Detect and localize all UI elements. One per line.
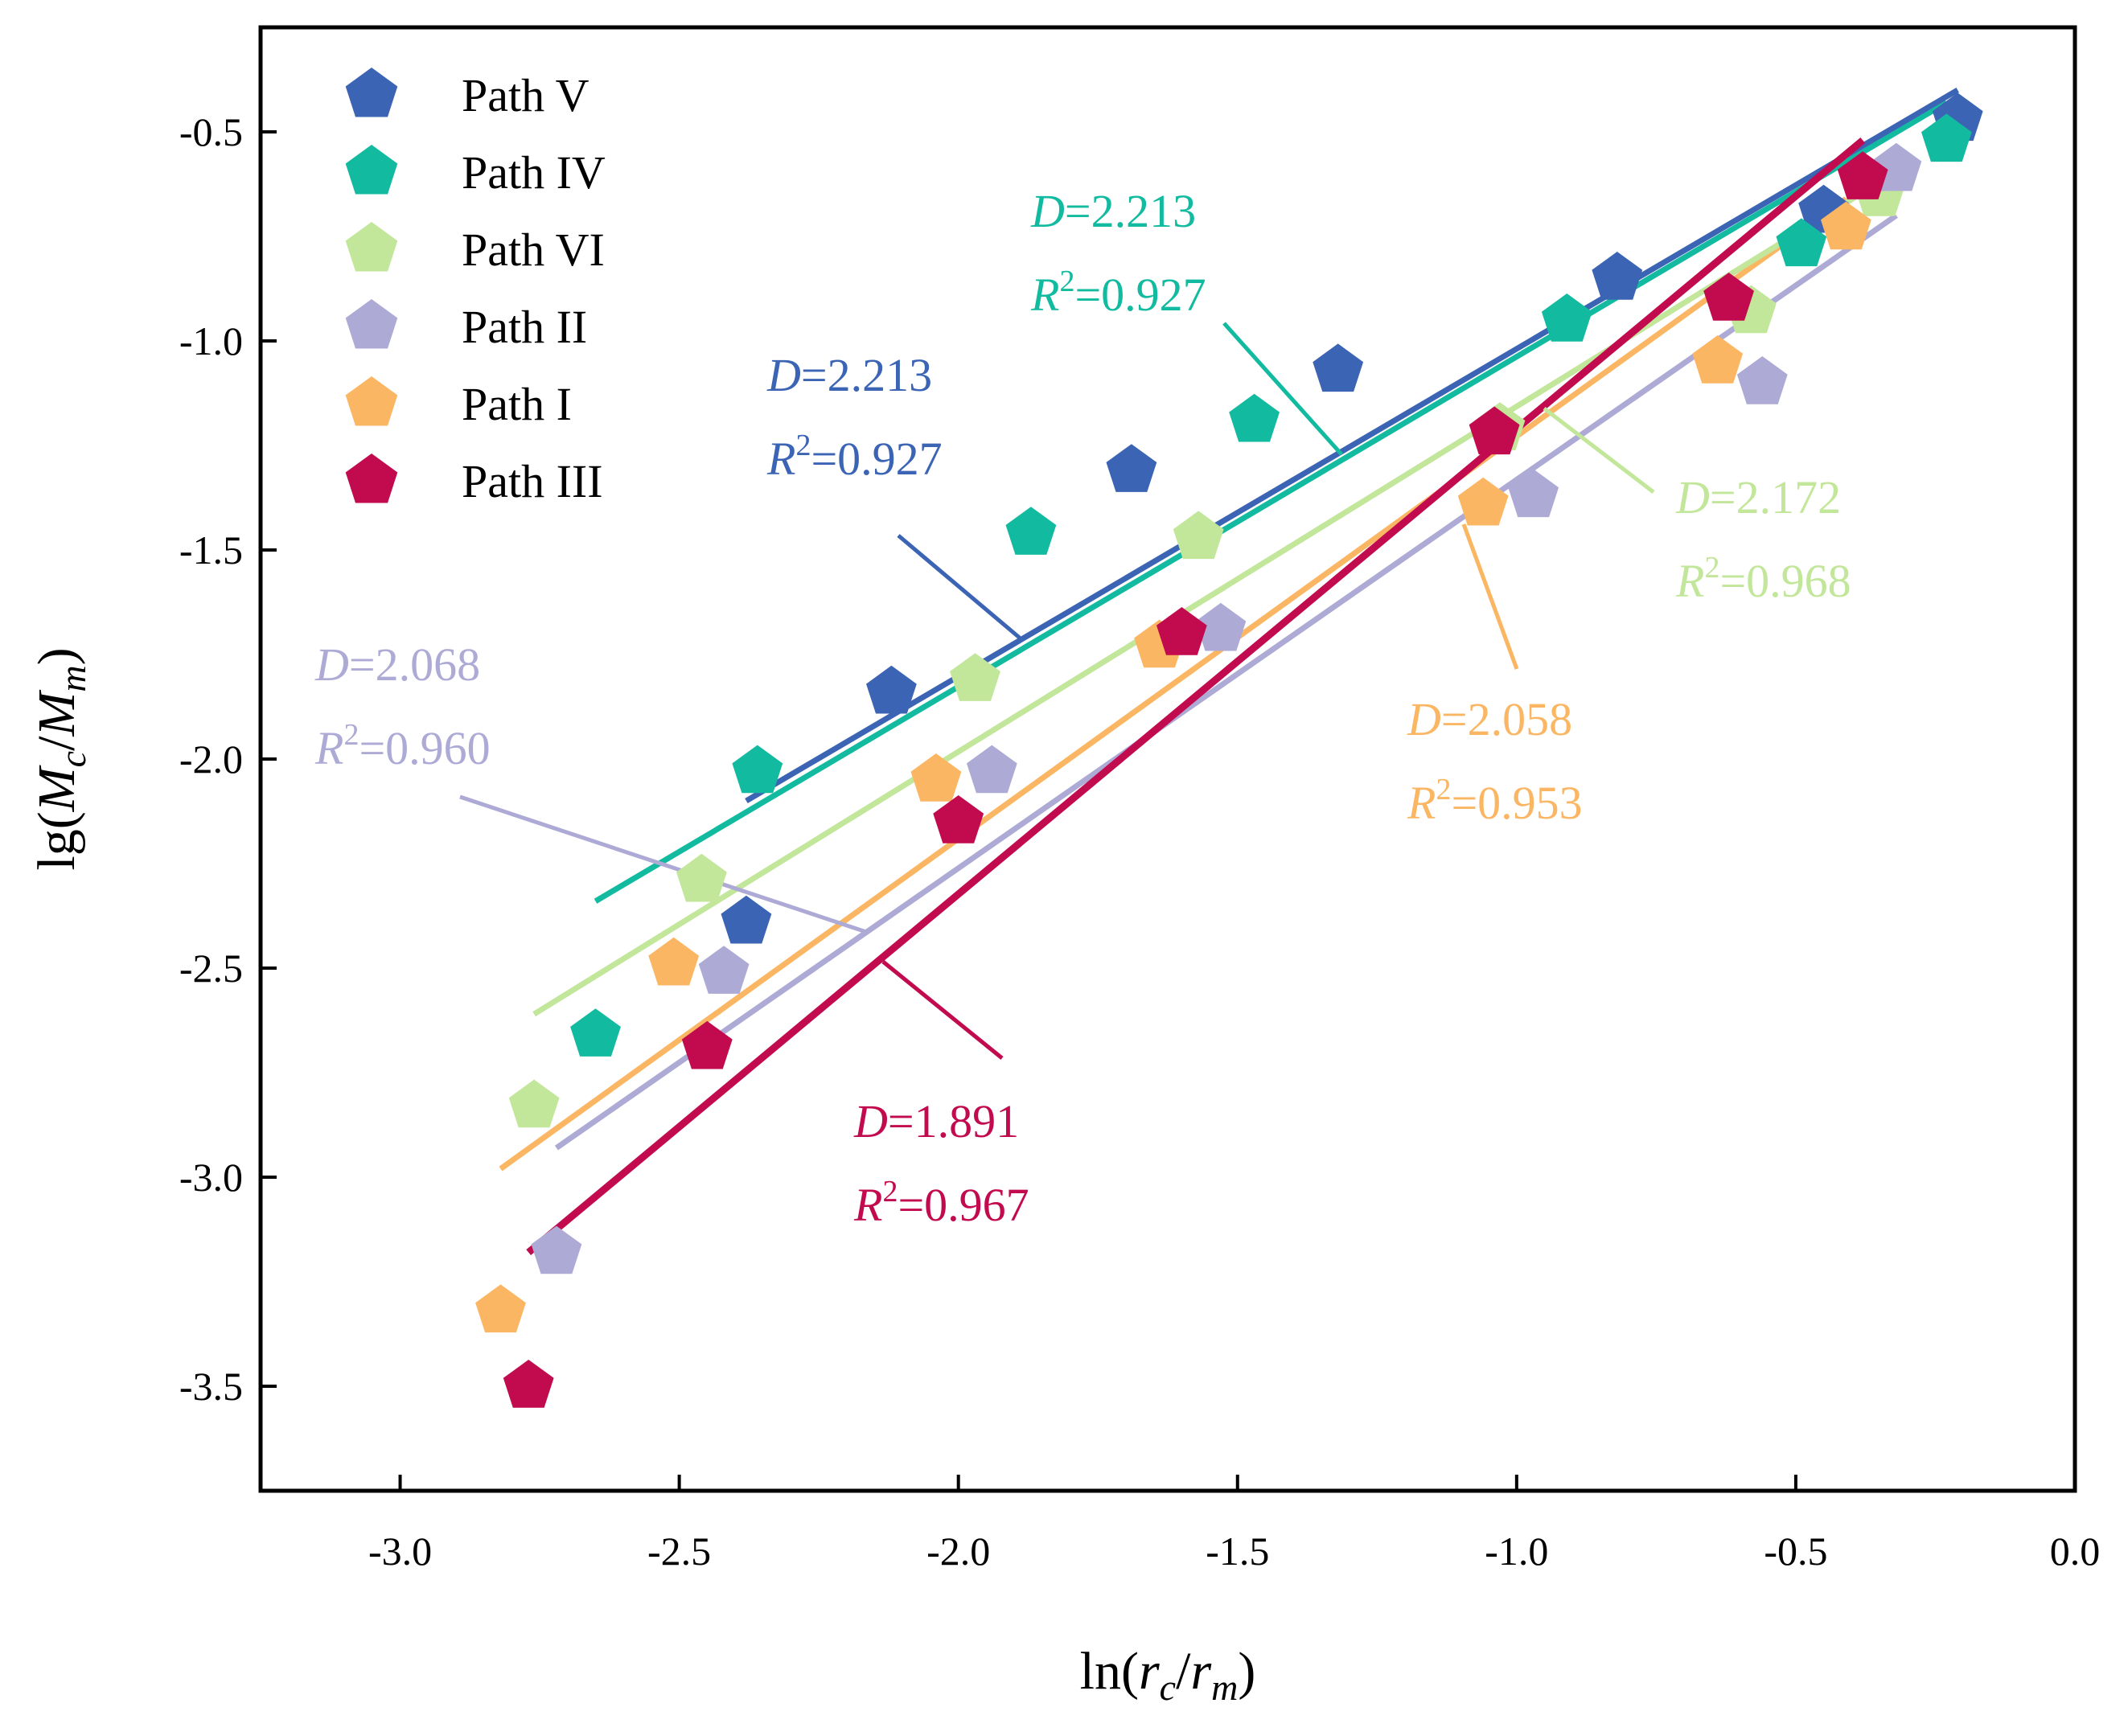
point-path-iv xyxy=(1005,507,1057,555)
annotation-d-path-v: D=2.213 xyxy=(766,349,932,401)
x-axis-title: ln(rc/rm) xyxy=(1080,1642,1256,1708)
annotation-r2-path-i: R2=0.953 xyxy=(1407,773,1583,829)
x-tick-label: -2.0 xyxy=(926,1529,990,1574)
point-path-i xyxy=(1821,201,1871,250)
point-path-i xyxy=(1692,335,1744,384)
y-axis-title: lg(Mc/Mm) xyxy=(27,647,93,870)
point-path-i xyxy=(910,753,962,802)
legend-marker-path-i xyxy=(345,376,398,426)
point-path-v xyxy=(1313,343,1364,392)
point-path-iii xyxy=(1469,406,1520,455)
leader-line-path-v xyxy=(897,534,1023,641)
point-path-iii xyxy=(933,795,984,843)
annotation-d-path-ii: D=2.068 xyxy=(314,638,480,691)
x-tick-label: -1.0 xyxy=(1485,1529,1548,1574)
point-path-iii xyxy=(503,1360,554,1408)
point-path-ii xyxy=(698,946,750,994)
point-path-iii xyxy=(1156,607,1207,655)
legend-label-path-ii: Path II xyxy=(462,301,587,353)
fit-line-path-ii xyxy=(554,213,1898,1151)
y-tick-label: -1.5 xyxy=(179,527,243,573)
point-path-v xyxy=(866,665,917,714)
point-path-iv xyxy=(1921,113,1972,162)
fit-line-path-v xyxy=(745,87,1959,804)
annotation-d-path-i: D=2.058 xyxy=(1407,693,1572,745)
point-path-i xyxy=(1457,477,1509,526)
fit-line-path-vi xyxy=(532,179,1881,1017)
point-path-ii xyxy=(1736,356,1788,404)
point-path-i xyxy=(475,1284,526,1333)
point-path-iv xyxy=(570,1008,621,1057)
fit-line-path-iv xyxy=(594,100,1949,904)
annotation-d-path-iv: D=2.213 xyxy=(1030,185,1196,237)
x-tick-label: -0.5 xyxy=(1764,1529,1827,1574)
legend-marker-path-vi xyxy=(345,222,398,272)
axis-ticks xyxy=(261,130,2077,1491)
fit-line-path-iii xyxy=(526,137,1866,1256)
y-tick-label: -0.5 xyxy=(179,109,243,154)
point-path-vi xyxy=(1173,511,1224,560)
annotation-leader-lines xyxy=(459,322,1655,1060)
x-tick-label: 0.0 xyxy=(2050,1529,2101,1574)
point-path-v xyxy=(1106,444,1157,492)
annotation-r2-path-iii: R2=0.967 xyxy=(853,1175,1029,1231)
y-tick-label: -1.0 xyxy=(179,318,243,363)
annotation-r2-path-v: R2=0.927 xyxy=(766,429,943,485)
annotation-r2-path-ii: R2=0.960 xyxy=(314,718,491,774)
point-path-iii xyxy=(1703,273,1754,321)
x-tick-label: -3.0 xyxy=(368,1529,432,1574)
x-tick-label: -1.5 xyxy=(1206,1529,1269,1574)
leader-line-path-ii xyxy=(459,794,869,935)
leader-line-path-vi xyxy=(1543,407,1655,494)
leader-line-path-iv xyxy=(1222,322,1343,456)
annotation-r2-path-vi: R2=0.968 xyxy=(1675,551,1851,607)
point-path-iv xyxy=(1776,218,1827,267)
point-path-iv xyxy=(732,745,783,794)
point-path-vi xyxy=(508,1079,560,1128)
point-path-iii xyxy=(681,1020,733,1069)
legend: Path V Path IV Path VI Path II Path I Path II… xyxy=(345,68,606,507)
legend-marker-path-iv xyxy=(345,145,398,195)
point-path-ii xyxy=(531,1225,582,1274)
legend-label-path-vi: Path VI xyxy=(462,224,605,276)
fit-line-path-i xyxy=(499,196,1848,1172)
y-tick-label: -3.5 xyxy=(179,1364,243,1409)
tick-labels: -3.0 -2.5 -2.0 -1.5 -1.0 -0.5 0.0 -3.5 -3.0 -2.5 -… xyxy=(179,109,2100,1574)
point-path-v xyxy=(721,895,772,944)
annotation-d-path-iii: D=1.891 xyxy=(853,1095,1019,1147)
point-path-v xyxy=(1592,252,1643,300)
x-tick-label: -2.5 xyxy=(647,1529,711,1574)
y-tick-label: -3.0 xyxy=(179,1155,243,1200)
legend-label-path-iii: Path III xyxy=(462,455,603,507)
legend-marker-path-iii xyxy=(345,453,398,503)
point-path-iii xyxy=(1837,151,1888,199)
y-tick-label: -2.0 xyxy=(179,737,243,782)
point-path-ii xyxy=(967,745,1017,794)
fit-lines xyxy=(499,87,1959,1256)
leader-line-path-iii xyxy=(881,960,1004,1060)
point-path-iv xyxy=(1229,393,1280,442)
point-path-ii xyxy=(1508,469,1559,518)
fit-annotations: D=2.213 R2=0.927 D=2.213 R2=0.927 D=2.172 R2=… xyxy=(314,185,1851,1231)
annotation-r2-path-iv: R2=0.927 xyxy=(1030,265,1206,321)
y-tick-label: -2.5 xyxy=(179,946,243,991)
legend-marker-path-v xyxy=(345,68,398,117)
legend-label-path-i: Path I xyxy=(462,378,572,430)
annotation-d-path-vi: D=2.172 xyxy=(1675,471,1841,523)
leader-line-path-i xyxy=(1461,523,1519,670)
point-path-vi xyxy=(676,853,727,902)
point-path-ii xyxy=(1195,602,1247,651)
legend-marker-path-ii xyxy=(345,299,398,349)
point-path-iv xyxy=(1541,293,1592,342)
legend-label-path-v: Path V xyxy=(462,69,590,121)
point-path-i xyxy=(648,937,700,986)
point-path-vi xyxy=(950,653,1000,701)
data-markers xyxy=(475,92,1983,1408)
legend-label-path-iv: Path IV xyxy=(462,146,606,199)
